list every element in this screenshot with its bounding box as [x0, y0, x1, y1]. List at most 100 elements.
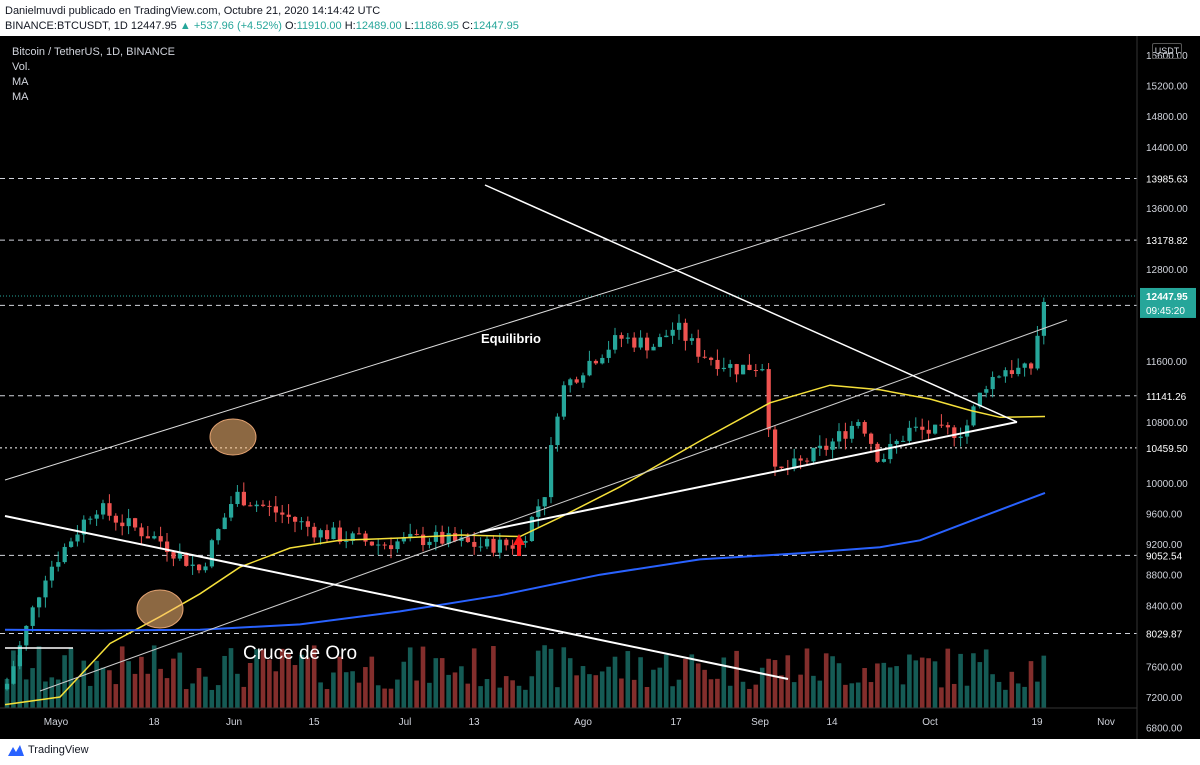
candle-body: [894, 440, 899, 444]
volume-bar: [951, 683, 957, 708]
candle-body: [901, 440, 906, 442]
candle-body: [24, 625, 29, 646]
candle-body: [395, 541, 400, 550]
candle-body: [293, 516, 298, 522]
volume-bar: [580, 666, 586, 708]
volume-bar: [196, 668, 202, 708]
candle-body: [837, 431, 842, 442]
candle-body: [408, 533, 413, 538]
volume-bar: [811, 675, 816, 708]
candle-body: [907, 427, 912, 441]
candle-body: [670, 329, 675, 336]
candle-body: [254, 504, 259, 507]
volume-bar: [990, 674, 995, 708]
time-tick-label: Oct: [922, 717, 938, 728]
candle-body: [779, 466, 784, 469]
volume-bar: [695, 663, 701, 708]
volume-bar: [971, 653, 976, 708]
candle-body: [17, 645, 22, 667]
chart-legend: Bitcoin / TetherUS, 1D, BINANCE Vol. MA …: [12, 45, 175, 105]
candle-body: [843, 431, 848, 439]
volume-bar: [497, 687, 503, 708]
candle-body: [203, 566, 208, 571]
candle-body: [325, 530, 330, 540]
candle-body: [152, 536, 157, 539]
candle-body: [357, 533, 362, 535]
candle-body: [216, 529, 221, 541]
time-tick-label: Ago: [574, 717, 592, 728]
candle-body: [81, 519, 86, 535]
volume-bar: [913, 660, 919, 708]
chart-canvas[interactable]: 15600.0015200.0014800.0014400.0014000.00…: [0, 36, 1200, 739]
open-label: O:: [284, 20, 297, 32]
volume-bar: [49, 677, 55, 708]
volume-bar: [523, 689, 528, 708]
price-tick-label: 7200.00: [1146, 693, 1183, 704]
volume-bar: [875, 663, 880, 708]
candle-body: [574, 379, 579, 383]
volume-bar: [1015, 683, 1021, 708]
volume-bar: [791, 682, 797, 708]
volume-bar: [171, 658, 176, 708]
time-tick-label: Sep: [751, 717, 769, 728]
price-tick-label: 14400.00: [1146, 143, 1188, 154]
tradingview-logo[interactable]: TradingView: [8, 744, 89, 756]
candle-body: [62, 546, 67, 563]
chart-area[interactable]: 15600.0015200.0014800.0014400.0014000.00…: [0, 36, 1200, 739]
volume-bar: [772, 660, 778, 708]
level-badge: [1140, 548, 1196, 563]
volume-bar: [881, 662, 887, 708]
candle-body: [369, 541, 374, 546]
volume-bar: [759, 667, 765, 708]
volume-bar: [740, 681, 746, 708]
volume-bar: [836, 663, 842, 708]
candle-body: [267, 505, 272, 507]
level-badge: [1140, 233, 1196, 248]
volume-bar: [43, 681, 48, 708]
candle-body: [798, 458, 803, 461]
candle-body: [171, 551, 176, 559]
volume-bar: [17, 654, 23, 708]
volume-bar: [1009, 671, 1015, 708]
candle-body: [734, 364, 739, 375]
candle-body: [830, 441, 835, 450]
volume-bar: [209, 689, 215, 708]
upper-channel-extension: [677, 203, 886, 271]
volume-bar: [68, 648, 74, 708]
currency-badge[interactable]: USDT: [1152, 43, 1182, 59]
candle-body: [1016, 367, 1021, 375]
volume-bar: [983, 649, 989, 708]
volume-bar: [510, 680, 515, 708]
chart-header-bar: Danielmuvdi publicado en TradingView.com…: [0, 0, 1200, 36]
candle-body: [49, 566, 54, 581]
candle-body: [600, 357, 605, 364]
candle-body: [824, 445, 829, 450]
volume-bar: [311, 645, 317, 708]
level-label: 8029.87: [1146, 630, 1183, 641]
volume-bar: [919, 657, 925, 708]
volume-bar: [241, 686, 247, 708]
candle-body: [971, 406, 976, 426]
volume-bar: [158, 668, 163, 708]
candle-body: [5, 683, 10, 690]
volume-bar: [55, 679, 61, 708]
volume-bar: [81, 660, 87, 708]
candle-body: [286, 514, 291, 517]
price-tick-label: 11600.00: [1146, 357, 1187, 368]
candle-body: [280, 512, 285, 515]
candle-body: [529, 516, 534, 541]
volume-bar: [798, 674, 803, 708]
level-label: 10459.50: [1146, 444, 1188, 455]
candle-body: [561, 385, 566, 417]
volume-bar: [100, 667, 106, 708]
price-tick-label: 9600.00: [1146, 510, 1183, 521]
volume-bar: [689, 654, 695, 708]
triangle-lower-line: [479, 421, 1018, 533]
volume-bar: [414, 680, 419, 708]
candle-body: [664, 335, 669, 338]
time-tick-label: Mayo: [44, 717, 69, 728]
volume-bar: [555, 687, 560, 708]
volume-bar: [471, 648, 477, 708]
volume-bar: [612, 656, 618, 708]
candle-body: [632, 337, 637, 348]
